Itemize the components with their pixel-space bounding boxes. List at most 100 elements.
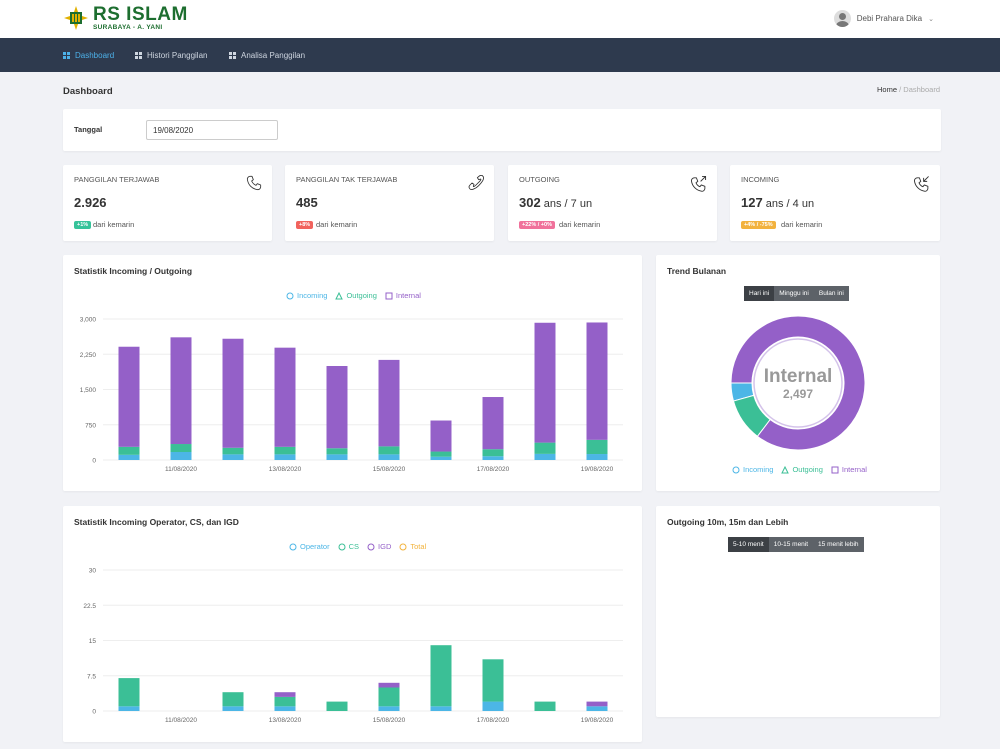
bar-internal-1 [170, 337, 192, 445]
bar-cs-5 [378, 687, 400, 707]
date-label: Tanggal [74, 125, 103, 134]
breadcrumb-separator: / [899, 85, 902, 94]
x-tick-label: 11/08/2020 [165, 717, 197, 724]
tab-5-10-menit[interactable]: 5-10 menit [728, 537, 769, 552]
bar-outgoing-6 [430, 451, 452, 457]
bar-outgoing-5 [378, 446, 400, 455]
tab-bulan-ini[interactable]: Bulan ini [813, 286, 849, 301]
status-badge: +4% / -75% [741, 221, 776, 229]
donut-slice-outgoing [732, 394, 771, 438]
chart-title: Statistik Incoming Operator, CS, dan IGD [74, 517, 239, 527]
date-input[interactable] [146, 120, 278, 140]
triangle-icon [335, 291, 344, 299]
bar-operator-0 [118, 706, 140, 711]
phone-hangup-icon [468, 175, 484, 190]
bar-incoming-0 [118, 454, 140, 460]
bar-outgoing-9 [586, 439, 608, 455]
bar-outgoing-7 [482, 449, 504, 457]
page-title: Dashboard [63, 86, 113, 97]
bar-incoming-9 [586, 454, 608, 460]
tab-10-15-menit[interactable]: 10-15 menit [768, 537, 814, 552]
chart-title: Statistik Incoming / Outgoing [74, 266, 193, 276]
bar-chart-incoming-outgoing: 0 750 1,500 2,250 3,000 11/08/2020 13/08/2020 1… [80, 317, 623, 473]
chart-card-incoming-outgoing: Statistik Incoming / Outgoing Incoming O… [63, 255, 642, 491]
legend-incoming[interactable]: Incoming [732, 465, 773, 474]
stat-compare: dari kemarin [93, 220, 135, 229]
circle-icon [338, 543, 346, 550]
breadcrumb-home[interactable]: Home [877, 85, 898, 94]
triangle-icon [781, 465, 790, 473]
bar-cs-6 [430, 645, 452, 707]
bar-incoming-8 [534, 453, 556, 460]
legend-cs[interactable]: CS [338, 542, 359, 551]
legend-operator[interactable]: Operator [289, 542, 330, 551]
user-name: Debi Prahara Dika [856, 14, 923, 23]
y-tick-label: 750 [85, 422, 96, 429]
bar-internal-8 [534, 322, 556, 443]
trend-tabs: Hari ini Minggu ini Bulan ini [744, 286, 849, 301]
y-tick-label: 22.5 [83, 603, 96, 610]
nav-item-analisa-panggilan[interactable]: Analisa Panggilan [229, 38, 305, 72]
donut-center-label: Internal [764, 366, 833, 387]
brand-logo[interactable]: RS ISLAM SURABAYA - A. YANI [63, 5, 188, 32]
tab-15-menit-lebih[interactable]: 15 menit lebih [813, 537, 864, 552]
stat-compare: dari kemarin [781, 220, 823, 229]
legend-incoming[interactable]: Incoming [286, 291, 327, 300]
bar-cs-0 [118, 678, 140, 707]
bar-operator-5 [378, 706, 400, 711]
bar-igd-9 [586, 701, 608, 707]
x-tick-label: 13/08/2020 [269, 466, 302, 473]
date-filter-card: Tanggal [63, 109, 941, 151]
bar-cs-3 [274, 696, 296, 707]
tab-minggu-ini[interactable]: Minggu ini [774, 286, 814, 301]
bar-incoming-5 [378, 454, 400, 460]
chevron-down-icon: ⌄ [928, 15, 934, 23]
status-badge: +22% / +0% [519, 221, 555, 229]
bar-incoming-3 [274, 454, 296, 460]
stat-value: 127 ans / 4 un [741, 195, 815, 210]
hospital-logo-icon [63, 5, 89, 31]
bar-internal-2 [222, 338, 244, 448]
bar-internal-6 [430, 420, 452, 452]
legend-internal[interactable]: Internal [831, 465, 867, 474]
bar-outgoing-1 [170, 444, 192, 453]
bar-incoming-7 [482, 456, 504, 460]
y-tick-label: 7.5 [87, 673, 96, 680]
trend-title: Trend Bulanan [667, 266, 727, 276]
legend-igd[interactable]: IGD [367, 542, 391, 551]
legend-outgoing[interactable]: Outgoing [335, 291, 377, 300]
legend-outgoing[interactable]: Outgoing [781, 465, 823, 474]
donut-center-value: 2,497 [783, 387, 813, 401]
circle-icon [289, 543, 297, 550]
stat-value: 485 [296, 195, 318, 210]
x-tick-label: 17/08/2020 [477, 466, 510, 473]
main-nav: Dashboard Histori Panggilan Analisa Pang… [0, 38, 1000, 72]
grid-icon [229, 51, 236, 59]
bar-incoming-6 [430, 456, 452, 460]
nav-item-dashboard[interactable]: Dashboard [63, 38, 114, 72]
bar-operator-9 [586, 706, 608, 711]
circle-icon [732, 466, 740, 473]
bar-cs-4 [326, 701, 348, 711]
bar-internal-5 [378, 359, 400, 447]
user-menu[interactable]: Debi Prahara Dika ⌄ [833, 10, 934, 27]
chart-card-operator-cs-igd: Statistik Incoming Operator, CS, dan IGD… [63, 506, 642, 742]
bar-igd-3 [274, 692, 296, 697]
nav-label: Dashboard [75, 50, 115, 60]
bar-igd-5 [378, 682, 400, 688]
bar-incoming-1 [170, 452, 192, 460]
legend-internal[interactable]: Internal [385, 291, 421, 300]
y-tick-label: 30 [89, 568, 97, 575]
bar-internal-7 [482, 397, 504, 450]
tab-hari-ini[interactable]: Hari ini [744, 286, 775, 301]
nav-item-histori-panggilan[interactable]: Histori Panggilan [135, 38, 207, 72]
circle-icon [367, 543, 375, 550]
x-tick-label: 13/08/2020 [269, 717, 302, 724]
legend-total[interactable]: Total [399, 542, 426, 551]
circle-icon [399, 543, 407, 550]
bar-internal-4 [326, 366, 348, 449]
y-tick-label: 15 [89, 638, 97, 645]
stat-card-answered: PANGGILAN TERJAWAB 2.926 +1% dari kemari… [63, 165, 272, 241]
status-badge: +8% [296, 221, 314, 229]
